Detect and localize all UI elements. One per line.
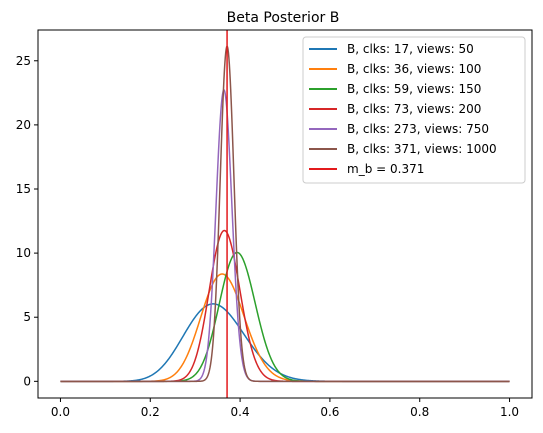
x-tick-label: 0.2 [141,405,160,419]
legend-label: B, clks: 59, views: 150 [347,82,481,96]
y-tick-label: 20 [16,118,31,132]
x-tick-label: 0.8 [410,405,429,419]
legend-box [302,36,526,184]
x-tick-label: 0.6 [320,405,339,419]
y-axis: 0 5 10 15 20 25 [16,54,38,388]
y-tick-label: 0 [23,374,31,388]
plot-area [60,30,510,398]
legend-label: B, clks: 73, views: 200 [347,102,481,116]
chart-title: Beta Posterior B [227,10,340,26]
series-line-6 [60,44,510,383]
x-tick-label: 1.0 [500,405,519,419]
x-axis: 0.0 0.2 0.4 0.6 0.8 1.0 [51,398,519,419]
axes-frame [37,29,533,399]
series-line-2 [60,273,510,383]
y-tick-label: 25 [16,54,31,68]
series-line-4 [60,229,510,383]
legend-label: B, clks: 17, views: 50 [347,42,474,56]
x-tick-label: 0.0 [51,405,70,419]
legend-label: B, clks: 36, views: 100 [347,62,481,76]
y-tick-label: 15 [16,182,31,196]
series-line-3 [60,251,510,383]
legend-label: B, clks: 273, views: 750 [347,122,489,136]
legend-label: B, clks: 371, views: 1000 [347,142,497,156]
legend-label: m_b = 0.371 [347,162,424,176]
series-line-1 [60,303,510,383]
y-tick-label: 5 [23,310,31,324]
legend: B, clks: 17, views: 50 B, clks: 36, views… [302,36,526,184]
y-tick-label: 10 [16,246,31,260]
x-tick-label: 0.4 [231,405,250,419]
